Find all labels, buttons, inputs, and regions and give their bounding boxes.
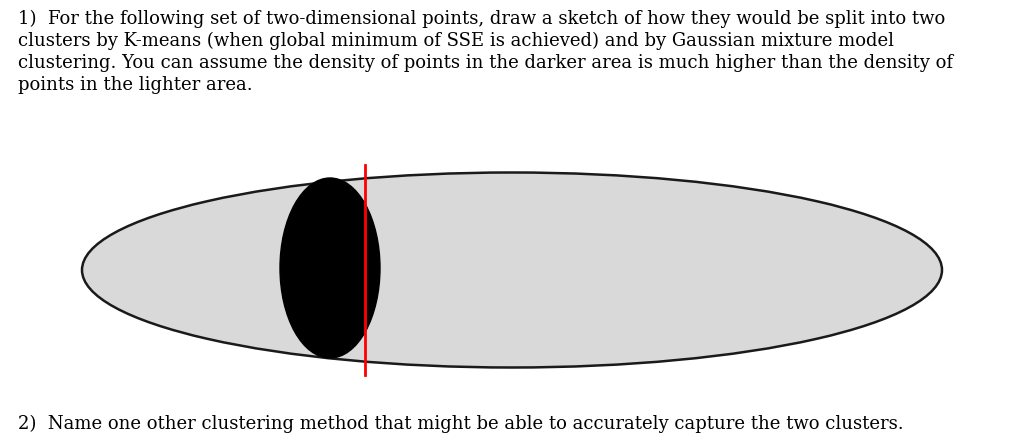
Text: clusters by K-means (when global minimum of SSE is achieved) and by Gaussian mix: clusters by K-means (when global minimum… xyxy=(18,32,894,50)
Text: clustering. You can assume the density of points in the darker area is much high: clustering. You can assume the density o… xyxy=(18,54,953,72)
Ellipse shape xyxy=(280,178,380,358)
Text: 2)  Name one other clustering method that might be able to accurately capture th: 2) Name one other clustering method that… xyxy=(18,415,903,433)
Text: points in the lighter area.: points in the lighter area. xyxy=(18,76,253,94)
Ellipse shape xyxy=(82,172,942,367)
Text: 1)  For the following set of two-dimensional points, draw a sketch of how they w: 1) For the following set of two-dimensio… xyxy=(18,10,945,28)
